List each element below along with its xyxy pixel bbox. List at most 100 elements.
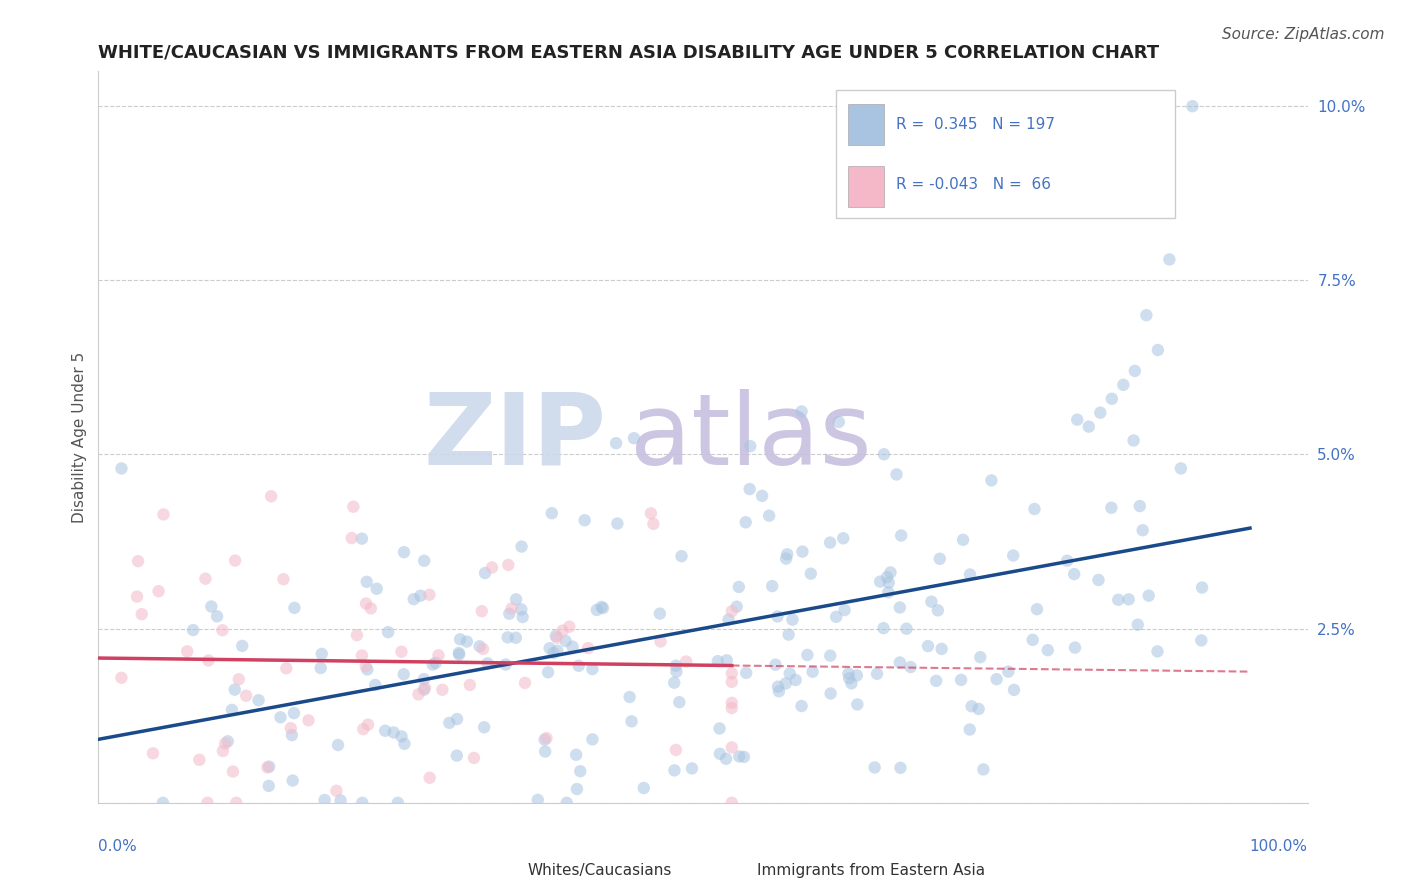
Text: atlas: atlas (630, 389, 872, 485)
Point (481, 560, 503, 574)
Point (127, 554, 149, 568)
Point (845, 668, 868, 682)
Point (356, 574, 378, 589)
Point (728, 749, 751, 764)
Point (366, 582, 388, 596)
Point (668, 695, 690, 709)
Point (790, 404, 813, 418)
Point (152, 508, 174, 522)
Point (740, 439, 762, 453)
Point (526, 793, 548, 807)
Point (967, 702, 990, 716)
Point (776, 547, 799, 561)
Point (257, 779, 280, 793)
Point (592, 601, 614, 615)
Point (498, 607, 520, 621)
Point (832, 531, 855, 545)
Point (1064, 640, 1087, 655)
Point (352, 796, 374, 810)
Point (1077, 419, 1099, 434)
Point (664, 764, 686, 778)
Point (224, 553, 246, 567)
Point (825, 610, 848, 624)
Point (446, 712, 468, 726)
Text: 0.0%: 0.0% (98, 839, 138, 855)
Point (498, 558, 520, 572)
Point (418, 588, 440, 602)
Point (501, 601, 523, 615)
Point (620, 714, 643, 729)
Point (513, 676, 536, 690)
Point (565, 747, 588, 762)
Point (841, 676, 863, 690)
Point (360, 601, 382, 615)
Point (427, 648, 450, 663)
Point (733, 750, 755, 764)
Point (432, 682, 454, 697)
Point (681, 761, 703, 775)
Point (866, 666, 889, 681)
Point (472, 641, 495, 656)
Point (326, 738, 349, 752)
Point (800, 566, 823, 581)
Point (969, 650, 991, 665)
Point (543, 646, 565, 660)
Point (561, 640, 583, 654)
Point (281, 728, 304, 742)
Point (342, 500, 364, 514)
Point (544, 629, 567, 643)
Point (725, 599, 748, 614)
Text: R =  0.345   N = 197: R = 0.345 N = 197 (897, 117, 1056, 132)
Point (565, 782, 588, 797)
Point (269, 710, 291, 724)
Point (648, 607, 671, 621)
Point (125, 590, 148, 604)
Point (176, 644, 198, 658)
Point (197, 796, 219, 810)
Point (181, 623, 204, 637)
Point (200, 599, 222, 614)
Point (221, 703, 243, 717)
FancyBboxPatch shape (485, 859, 519, 881)
Point (256, 760, 278, 774)
Point (311, 647, 333, 661)
Point (1122, 434, 1144, 448)
Text: Whites/Caucasians: Whites/Caucasians (527, 863, 672, 878)
FancyBboxPatch shape (837, 89, 1174, 218)
Point (412, 672, 434, 686)
Point (751, 489, 773, 503)
Point (569, 764, 592, 779)
Point (1137, 589, 1160, 603)
Point (765, 657, 787, 672)
Point (952, 533, 974, 547)
Point (820, 648, 842, 663)
Point (717, 613, 740, 627)
Point (356, 663, 378, 677)
Point (917, 639, 939, 653)
Point (546, 643, 568, 657)
Point (110, 461, 132, 475)
Point (896, 622, 918, 636)
Point (1126, 617, 1149, 632)
Point (471, 604, 494, 618)
Point (354, 597, 377, 611)
Point (716, 653, 738, 667)
Point (546, 631, 568, 645)
Point (1101, 392, 1123, 406)
Point (540, 506, 562, 520)
Point (879, 566, 901, 580)
Point (877, 575, 900, 590)
Y-axis label: Disability Age Under 5: Disability Age Under 5 (72, 351, 87, 523)
Point (1170, 461, 1192, 475)
Point (633, 780, 655, 795)
Point (782, 613, 804, 627)
Point (997, 665, 1019, 679)
Point (413, 554, 436, 568)
Point (131, 607, 153, 622)
Point (235, 689, 257, 703)
Point (707, 654, 730, 668)
Point (364, 678, 387, 692)
Point (1063, 567, 1085, 582)
Point (778, 627, 800, 641)
Text: ZIP: ZIP (423, 389, 606, 485)
